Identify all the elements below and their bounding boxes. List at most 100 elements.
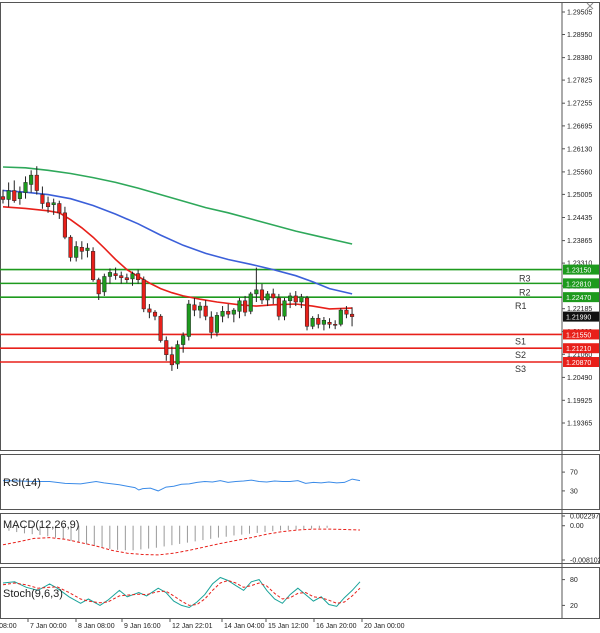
stoch-label: Stoch(9,6,3) (3, 588, 63, 600)
candle-body (321, 320, 326, 325)
candle-body (327, 322, 332, 325)
candle-body (17, 192, 22, 199)
level-price-label: 1.22810 (566, 281, 591, 288)
time-tick-label: 20 Jan 00:00 (364, 623, 405, 630)
level-name-r3: R3 (519, 274, 531, 284)
time-tick-label: 14 Jan 04:00 (224, 623, 265, 630)
candle-body (57, 203, 62, 214)
candle-body (214, 315, 219, 333)
price-tick-label: 1.28380 (567, 55, 592, 62)
candle-body (169, 354, 174, 366)
price-tick-label: 1.25005 (567, 192, 592, 199)
candle-body (220, 311, 225, 317)
price-tick-label: 1.23865 (567, 238, 592, 245)
candle-body (147, 308, 152, 313)
current-price-box (563, 311, 599, 322)
price-tick-label: 1.19365 (567, 421, 592, 428)
candle-body (282, 300, 287, 317)
candle-body (259, 289, 265, 301)
candle-body (231, 309, 236, 315)
candle-body (12, 190, 17, 201)
candle-body (40, 194, 45, 204)
price-tick-label: 1.23310 (567, 261, 592, 268)
candle-body (107, 272, 113, 277)
macd-signal-line (2, 528, 361, 556)
candle-body (29, 174, 34, 185)
candle-body (338, 309, 343, 325)
stoch-panel-frame (0, 567, 600, 619)
candle-body (62, 212, 67, 238)
time-tick-label: 12 Jan 22:01 (172, 623, 213, 630)
candle-body (304, 297, 310, 327)
candle-body (0, 196, 6, 200)
candle-body (293, 295, 298, 303)
price-tick-label: 1.26695 (567, 123, 592, 130)
stoch-signal-line (2, 579, 361, 606)
time-tick-label: 9 Jan 16:00 (124, 623, 161, 630)
candle-body (68, 236, 73, 258)
level-price-label: 1.22470 (566, 295, 591, 302)
price-tick-label: 1.20490 (567, 375, 592, 382)
level-name-s2: S2 (515, 350, 526, 360)
level-price-label: 1.21210 (566, 346, 591, 353)
time-tick-label: 15 Jan 12:00 (268, 623, 309, 630)
candle-body (136, 273, 141, 280)
candle-body (141, 279, 146, 310)
time-tick-label: 8 Jan 08:00 (78, 623, 115, 630)
candle-body (265, 293, 270, 301)
moving-average-line-3 (2, 166, 353, 245)
candle-body (6, 190, 11, 200)
candle-body (288, 295, 293, 302)
candle-body (344, 309, 349, 315)
time-tick-label: 6 Jan 08:00 (0, 623, 17, 630)
candle-body (209, 316, 214, 333)
candle-body (186, 303, 191, 337)
level-name-r2: R2 (519, 287, 531, 297)
level-name-s3: S3 (515, 364, 526, 374)
candle-body (91, 251, 96, 280)
level-price-label: 1.23150 (566, 268, 591, 275)
candle-body (119, 275, 124, 278)
rsi-tick-label: 30 (570, 488, 578, 495)
close-icon[interactable] (586, 2, 594, 10)
candle-body (45, 202, 51, 208)
level-price-label: 1.20870 (566, 360, 591, 367)
candle-body (333, 324, 338, 326)
macd-tick-label: -0.008102 (570, 558, 600, 565)
price-tick-label: 1.25560 (567, 169, 592, 176)
candle-body (243, 300, 248, 313)
time-tick-label: 16 Jan 20:00 (316, 623, 357, 630)
macd-panel-frame (0, 513, 600, 564)
candle-body (130, 273, 135, 280)
current-price-label: 1.21990 (566, 315, 591, 322)
price-tick-label: 1.29505 (567, 10, 592, 17)
level-price-box (563, 292, 599, 303)
main-panel-frame (0, 2, 600, 451)
candle-body (276, 297, 281, 317)
rsi-tick-label: 70 (570, 470, 578, 477)
stoch-main-line (2, 576, 361, 609)
macd-label: MACD(12,26,9) (3, 519, 79, 531)
candle-body (23, 182, 28, 193)
price-tick-label: 1.21060 (567, 352, 592, 359)
candle-body (237, 300, 242, 312)
candle-body (96, 279, 101, 295)
candle-body (248, 293, 253, 312)
macd-tick-label: 0.00 (570, 523, 584, 530)
level-price-box (563, 356, 599, 367)
candle-body (158, 315, 163, 341)
price-tick-label: 1.22185 (567, 306, 592, 313)
candle-body (79, 247, 84, 252)
rsi-line (2, 478, 361, 492)
candle-body (316, 317, 321, 325)
candle-body (198, 305, 203, 311)
candle-body (85, 247, 90, 251)
level-name-r1: R1 (515, 301, 527, 311)
stoch-tick-label: 80 (570, 577, 578, 584)
candle-body (226, 311, 231, 315)
moving-average-line-2 (2, 189, 353, 295)
candle-body (299, 296, 304, 303)
price-tick-label: 1.27825 (567, 78, 592, 85)
candle-body (181, 335, 186, 345)
level-price-box (563, 343, 599, 354)
